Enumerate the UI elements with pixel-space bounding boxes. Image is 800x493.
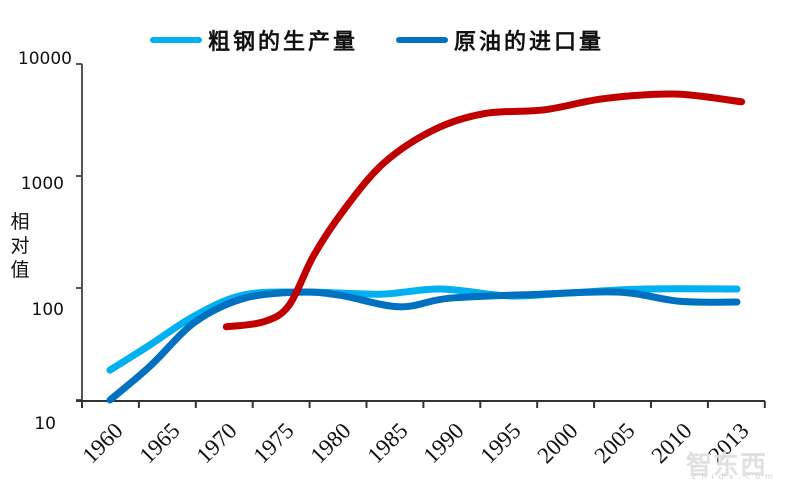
- series-red-line: [222, 90, 746, 331]
- legend-label-steel: 粗钢的生产量: [208, 30, 359, 55]
- legend-item-steel: 粗钢的生产量: [150, 24, 358, 56]
- watermark-url: zhidx.com: [692, 472, 778, 481]
- y-tick-10: 10: [34, 414, 56, 434]
- series-lines: [106, 90, 746, 404]
- x-axis: [76, 400, 766, 408]
- y-axis: [76, 63, 83, 401]
- y-tick-1000: 1000: [20, 174, 64, 194]
- legend-item-oil: 原油的进口量: [396, 24, 604, 56]
- watermark-logo: 智东西: [686, 451, 768, 481]
- legend-swatch-oil: [396, 37, 448, 43]
- legend-label-oil: 原油的进口量: [454, 30, 605, 55]
- legend-swatch-steel: [150, 37, 202, 43]
- y-tick-100: 100: [31, 300, 64, 320]
- y-axis-label: 相对值: [10, 211, 30, 281]
- legend: 粗钢的生产量 原油的进口量: [0, 24, 800, 56]
- y-tick-10000: 10000: [17, 49, 72, 69]
- series-crude-oil-import-line: [106, 288, 741, 404]
